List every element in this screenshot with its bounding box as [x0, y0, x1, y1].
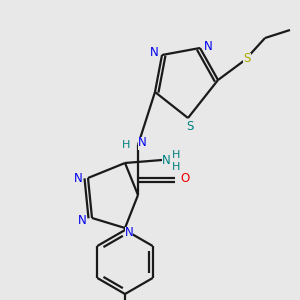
Text: S: S [186, 119, 194, 133]
Text: S: S [243, 52, 251, 65]
Text: H: H [172, 150, 180, 160]
Text: H: H [172, 162, 180, 172]
Text: O: O [180, 172, 190, 184]
Text: N: N [162, 154, 170, 167]
Text: N: N [150, 46, 158, 59]
Text: N: N [124, 226, 134, 239]
Text: N: N [138, 136, 146, 149]
Text: N: N [74, 172, 82, 184]
Text: N: N [78, 214, 86, 227]
Text: H: H [122, 140, 130, 150]
Text: N: N [204, 40, 212, 52]
